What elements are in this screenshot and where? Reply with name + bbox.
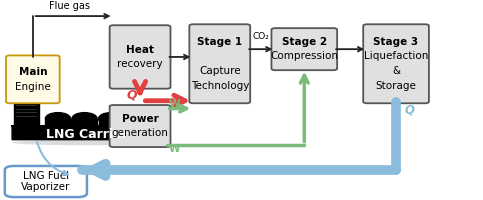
Text: Power: Power bbox=[122, 114, 158, 124]
Bar bbox=[99, 119, 124, 126]
Text: CO₂: CO₂ bbox=[253, 32, 269, 41]
Text: LNG Carrier: LNG Carrier bbox=[46, 128, 128, 141]
Text: Q: Q bbox=[126, 88, 137, 101]
Ellipse shape bbox=[99, 113, 124, 125]
FancyBboxPatch shape bbox=[5, 166, 87, 197]
Text: Compression: Compression bbox=[270, 51, 338, 61]
Polygon shape bbox=[140, 126, 157, 140]
Ellipse shape bbox=[72, 113, 97, 125]
Text: Technology: Technology bbox=[191, 81, 249, 91]
Text: Main: Main bbox=[18, 67, 47, 77]
Polygon shape bbox=[12, 126, 157, 140]
Text: Engine: Engine bbox=[15, 82, 51, 92]
Text: W: W bbox=[169, 99, 181, 109]
Text: generation: generation bbox=[112, 128, 169, 138]
Text: recovery: recovery bbox=[117, 59, 163, 69]
FancyBboxPatch shape bbox=[271, 28, 337, 70]
FancyBboxPatch shape bbox=[110, 105, 170, 147]
Text: Q: Q bbox=[405, 103, 414, 116]
Text: Flue gas: Flue gas bbox=[49, 1, 90, 11]
Text: Capture: Capture bbox=[199, 66, 241, 76]
Text: Stage 1: Stage 1 bbox=[197, 37, 242, 47]
Ellipse shape bbox=[12, 140, 157, 145]
FancyBboxPatch shape bbox=[6, 55, 60, 103]
Ellipse shape bbox=[45, 113, 71, 125]
Text: Storage: Storage bbox=[376, 81, 416, 91]
FancyBboxPatch shape bbox=[189, 24, 250, 103]
Text: LNG Fuel
Vaporizer: LNG Fuel Vaporizer bbox=[21, 171, 71, 192]
Text: Stage 2: Stage 2 bbox=[282, 37, 327, 47]
Bar bbox=[19, 90, 29, 101]
Text: Heat: Heat bbox=[126, 45, 154, 55]
FancyBboxPatch shape bbox=[110, 25, 170, 89]
FancyBboxPatch shape bbox=[363, 24, 429, 103]
Text: W: W bbox=[169, 144, 181, 154]
Text: &: & bbox=[392, 66, 400, 76]
Bar bbox=[72, 119, 97, 126]
Text: Liquefaction: Liquefaction bbox=[364, 51, 428, 61]
Bar bbox=[45, 119, 71, 126]
Text: Stage 3: Stage 3 bbox=[373, 37, 419, 47]
Polygon shape bbox=[14, 101, 39, 126]
